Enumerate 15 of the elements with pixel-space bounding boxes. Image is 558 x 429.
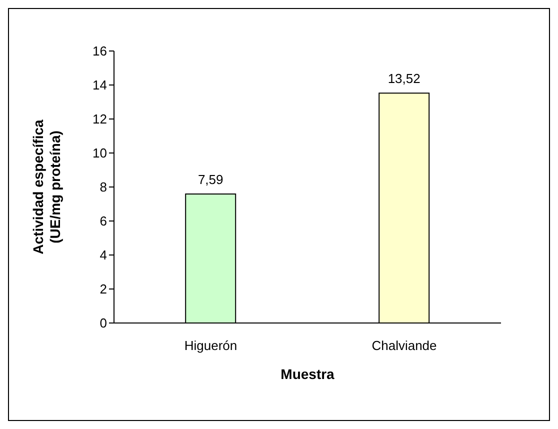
x-tick-label: Chalviande (372, 338, 437, 354)
y-tick-label: 10 (92, 146, 107, 161)
y-tick-label: 8 (100, 180, 107, 195)
y-tick-label: 4 (100, 248, 107, 263)
y-tick-label: 0 (100, 316, 107, 331)
y-tick-label: 2 (100, 282, 107, 297)
y-axis-title: Actividad específica (UE/mg proteína) (30, 119, 63, 254)
x-axis-title: Muestra (280, 366, 335, 382)
y-tick-label: 16 (92, 44, 107, 59)
data-label: 13,52 (388, 71, 420, 86)
data-label: 7,59 (198, 172, 224, 187)
y-tick-label: 14 (92, 78, 107, 93)
y-tick-label: 6 (100, 214, 107, 229)
y-tick-label: 12 (92, 112, 107, 127)
x-tick-label: Higuerón (184, 338, 238, 354)
